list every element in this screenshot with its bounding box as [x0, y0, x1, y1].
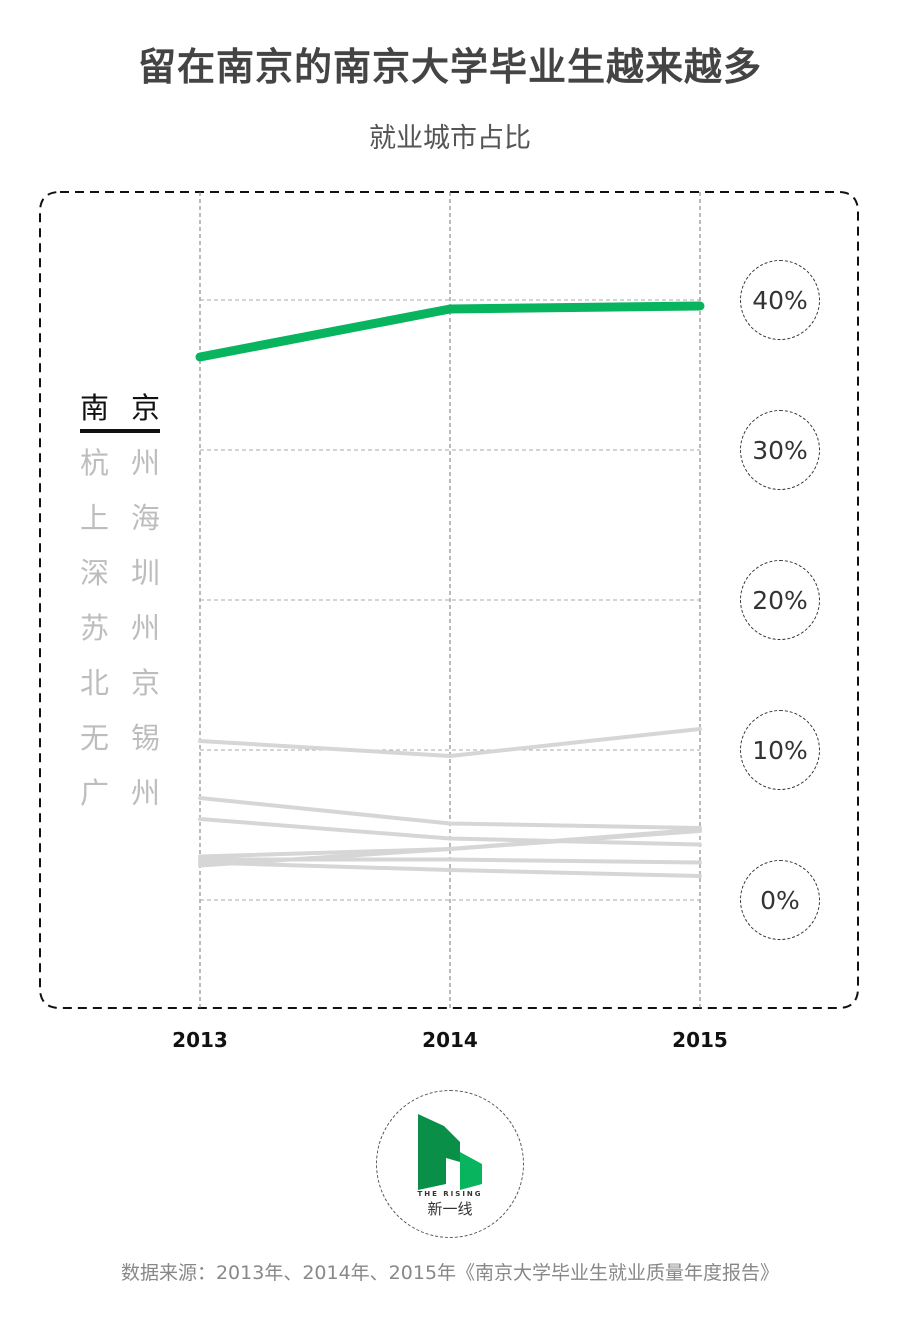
y-tick-label: 0%: [740, 860, 820, 940]
legend-item[interactable]: 广州: [80, 776, 160, 810]
y-tick-label: 20%: [740, 560, 820, 640]
logo-en-text: THE RISING: [417, 1190, 483, 1198]
chart-subtitle: 就业城市占比: [369, 123, 531, 154]
x-tick-label: 2013: [172, 1028, 228, 1052]
chart-frame: [39, 191, 859, 1009]
series-line-highlight: [195, 301, 705, 362]
legend-item[interactable]: 上海: [80, 501, 160, 535]
series-line: [198, 796, 702, 830]
y-tick-label: 40%: [740, 260, 820, 340]
logo-cn-text: 新一线: [427, 1200, 473, 1218]
series-line: [198, 860, 702, 878]
x-tick-label: 2014: [422, 1028, 478, 1052]
series-line: [198, 817, 702, 847]
y-tick-label: 30%: [740, 410, 820, 490]
legend-item[interactable]: 深圳: [80, 556, 160, 590]
logo-circle: [376, 1090, 524, 1238]
chart-title: 留在南京的南京大学毕业生越来越多: [137, 45, 762, 89]
y-tick-label: 10%: [740, 710, 820, 790]
legend-item[interactable]: 北京: [80, 666, 160, 700]
series-line: [198, 727, 702, 758]
logo-mark-icon: [418, 1114, 482, 1190]
data-source: 数据来源：2013年、2014年、2015年《南京大学毕业生就业质量年度报告》: [120, 1262, 780, 1284]
legend-item[interactable]: 苏州: [80, 611, 160, 645]
legend-item-active[interactable]: 南京: [80, 389, 160, 433]
x-tick-label: 2015: [672, 1028, 728, 1052]
series-line: [198, 827, 702, 868]
legend-item[interactable]: 无锡: [80, 721, 160, 755]
legend-item[interactable]: 杭州: [80, 446, 160, 480]
